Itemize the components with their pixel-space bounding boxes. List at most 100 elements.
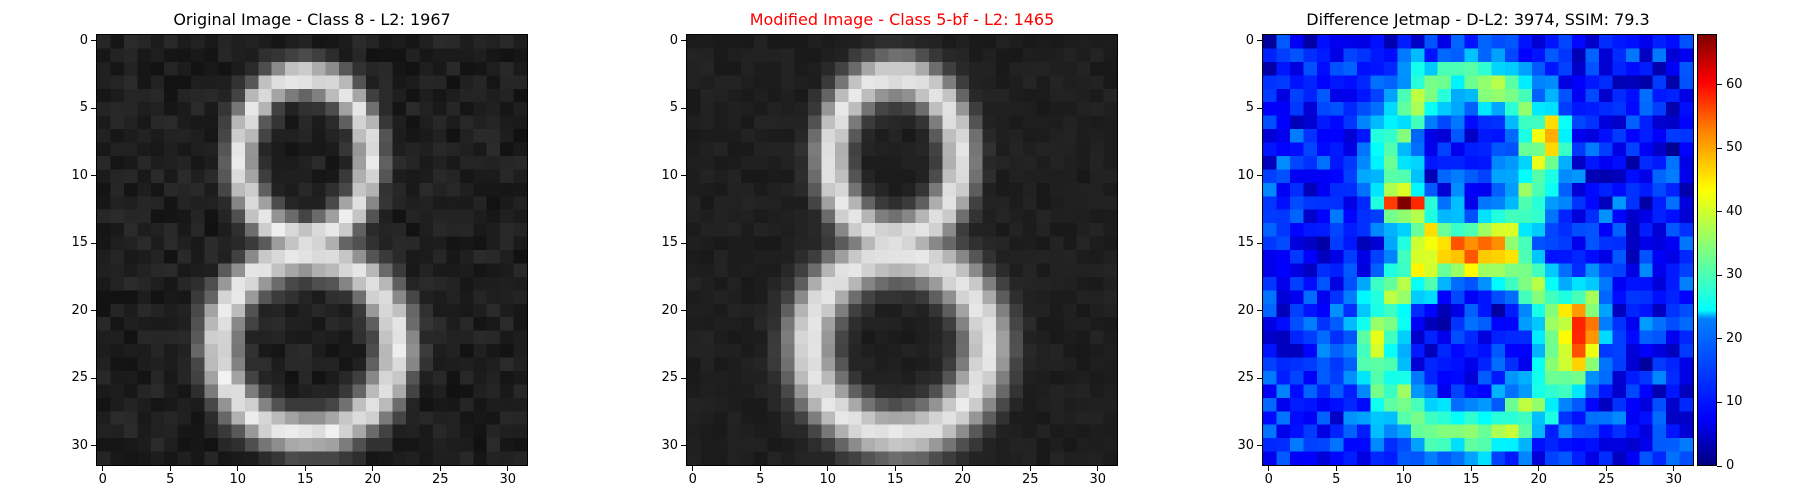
x-tick-mark <box>507 466 509 471</box>
y-tick-mark <box>1257 175 1262 177</box>
y-tick-mark <box>91 242 96 244</box>
x-tick-label: 20 <box>364 472 382 487</box>
x-tick-mark <box>1605 466 1607 471</box>
y-tick-mark <box>91 445 96 447</box>
y-tick-label: 25 <box>661 370 678 386</box>
x-tick-mark <box>304 466 306 471</box>
x-tick-label: 10 <box>1395 472 1413 487</box>
difference-jetmap <box>1263 35 1693 465</box>
y-tick-mark <box>681 107 686 109</box>
colorbar-tick-label: 0 <box>1726 458 1735 473</box>
y-tick-mark <box>681 242 686 244</box>
y-tick-mark <box>1257 445 1262 447</box>
x-tick-label: 0 <box>98 472 107 487</box>
middle-panel-title: Modified Image - Class 5-bf - L2: 1465 <box>749 10 1055 29</box>
y-tick-label: 5 <box>669 100 678 116</box>
x-tick-mark <box>827 466 829 471</box>
x-tick-label: 10 <box>229 472 247 487</box>
y-tick-label: 0 <box>79 32 88 48</box>
y-tick-mark <box>681 310 686 312</box>
original-image-axes <box>96 34 528 466</box>
x-tick-label: 5 <box>166 472 175 487</box>
x-tick-mark <box>102 466 104 471</box>
y-tick-mark <box>91 175 96 177</box>
difference-jetmap-axes <box>1262 34 1694 466</box>
colorbar <box>1697 34 1717 466</box>
colorbar-tick-mark <box>1717 338 1722 340</box>
x-tick-label: 20 <box>1530 472 1548 487</box>
y-tick-label: 10 <box>71 167 88 183</box>
colorbar-tick-mark <box>1717 84 1722 86</box>
x-tick-mark <box>1538 466 1540 471</box>
y-tick-mark <box>1257 310 1262 312</box>
y-tick-label: 15 <box>71 235 88 251</box>
x-tick-label: 20 <box>954 472 972 487</box>
colorbar-tick-label: 30 <box>1726 267 1743 283</box>
left-panel-title: Original Image - Class 8 - L2: 1967 <box>173 10 451 29</box>
y-tick-label: 20 <box>1237 302 1254 318</box>
y-tick-mark <box>681 40 686 42</box>
y-tick-mark <box>1257 40 1262 42</box>
right-panel-title: Difference Jetmap - D-L2: 3974, SSIM: 79… <box>1306 10 1650 29</box>
colorbar-tick-label: 10 <box>1726 394 1743 410</box>
x-tick-label: 5 <box>1332 472 1341 487</box>
y-tick-label: 5 <box>1245 100 1254 116</box>
y-tick-mark <box>1257 107 1262 109</box>
x-tick-label: 25 <box>431 472 449 487</box>
y-tick-label: 20 <box>661 302 678 318</box>
y-tick-label: 10 <box>661 167 678 183</box>
y-tick-label: 30 <box>661 437 678 453</box>
y-tick-mark <box>681 377 686 379</box>
modified-image <box>687 35 1117 465</box>
x-tick-label: 10 <box>819 472 837 487</box>
y-tick-mark <box>1257 377 1262 379</box>
y-tick-label: 15 <box>661 235 678 251</box>
x-tick-mark <box>237 466 239 471</box>
y-tick-mark <box>1257 242 1262 244</box>
x-tick-mark <box>759 466 761 471</box>
y-tick-label: 20 <box>71 302 88 318</box>
y-tick-mark <box>91 377 96 379</box>
y-tick-mark <box>681 175 686 177</box>
x-tick-label: 0 <box>688 472 697 487</box>
modified-image-axes <box>686 34 1118 466</box>
y-tick-label: 25 <box>1237 370 1254 386</box>
colorbar-tick-mark <box>1717 401 1722 403</box>
x-tick-label: 15 <box>886 472 904 487</box>
x-tick-mark <box>962 466 964 471</box>
x-tick-label: 25 <box>1021 472 1039 487</box>
x-tick-mark <box>1673 466 1675 471</box>
colorbar-tick-label: 20 <box>1726 330 1743 346</box>
x-tick-label: 15 <box>296 472 314 487</box>
y-tick-label: 0 <box>669 32 678 48</box>
x-tick-mark <box>169 466 171 471</box>
x-tick-mark <box>1097 466 1099 471</box>
x-tick-mark <box>1403 466 1405 471</box>
y-tick-mark <box>91 310 96 312</box>
colorbar-tick-label: 40 <box>1726 203 1743 219</box>
colorbar-tick-mark <box>1717 465 1722 467</box>
colorbar-tick-label: 60 <box>1726 76 1743 92</box>
x-tick-label: 30 <box>499 472 517 487</box>
y-tick-label: 15 <box>1237 235 1254 251</box>
x-tick-mark <box>1335 466 1337 471</box>
y-tick-label: 10 <box>1237 167 1254 183</box>
x-tick-mark <box>1470 466 1472 471</box>
y-tick-mark <box>91 107 96 109</box>
x-tick-label: 5 <box>756 472 765 487</box>
y-tick-mark <box>681 445 686 447</box>
x-tick-mark <box>894 466 896 471</box>
x-tick-label: 30 <box>1089 472 1107 487</box>
colorbar-tick-mark <box>1717 274 1722 276</box>
x-tick-label: 30 <box>1665 472 1683 487</box>
y-tick-label: 5 <box>79 100 88 116</box>
x-tick-mark <box>439 466 441 471</box>
y-tick-label: 30 <box>1237 437 1254 453</box>
y-tick-label: 0 <box>1245 32 1254 48</box>
x-tick-label: 25 <box>1597 472 1615 487</box>
colorbar-tick-mark <box>1717 147 1722 149</box>
x-tick-label: 15 <box>1462 472 1480 487</box>
x-tick-mark <box>692 466 694 471</box>
y-tick-label: 30 <box>71 437 88 453</box>
original-image <box>97 35 527 465</box>
